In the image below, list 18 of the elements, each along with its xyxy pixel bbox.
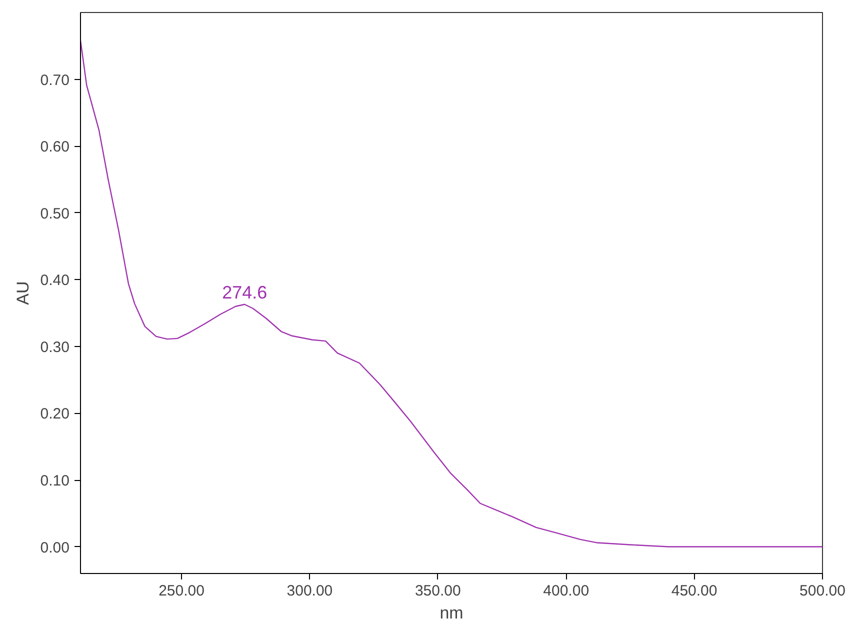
x-tick-label: 350.00 bbox=[414, 582, 461, 600]
x-tick-label: 250.00 bbox=[158, 582, 204, 600]
line-series bbox=[80, 40, 822, 548]
y-tick-label: 0.30 bbox=[40, 338, 70, 356]
x-tick-label: 300.00 bbox=[286, 582, 333, 600]
y-tick-label: 0.40 bbox=[40, 272, 70, 290]
annotation: 274.6 bbox=[222, 282, 268, 302]
x-tick-label: 500.00 bbox=[800, 582, 846, 600]
y-tick-label: 0.00 bbox=[40, 539, 70, 556]
x-tick-label: 450.00 bbox=[671, 582, 718, 600]
y-tick-label: 0.50 bbox=[40, 205, 70, 222]
y-tick-label: 0.20 bbox=[40, 406, 70, 423]
x-tick-label: 400.00 bbox=[543, 582, 590, 600]
x-axis-title: nm bbox=[440, 604, 464, 622]
y-tick-label: 0.10 bbox=[40, 472, 70, 490]
y-axis-title: AU bbox=[13, 281, 32, 305]
y-tick-label: 0.60 bbox=[40, 138, 70, 156]
y-tick-label: 0.70 bbox=[40, 72, 70, 89]
